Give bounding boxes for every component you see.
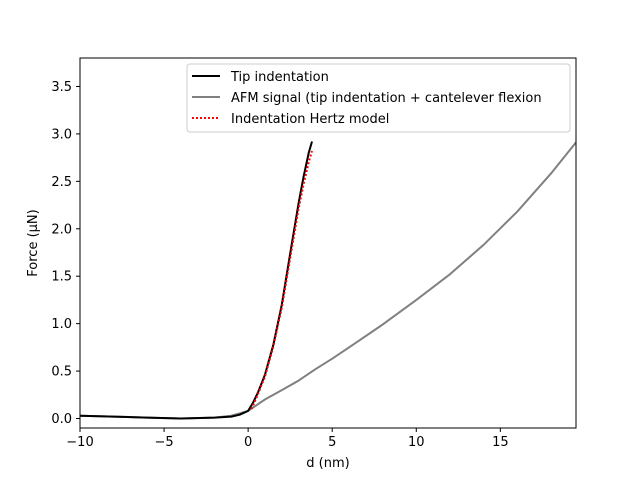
y-tick-label: 2.5 <box>51 175 72 190</box>
series-line-afm-signal <box>79 141 577 420</box>
x-tick-label: −10 <box>66 435 93 450</box>
series-line-tip-indentation <box>79 141 313 420</box>
legend-label-afm-signal: AFM signal (tip indentation + cantelever… <box>231 91 542 106</box>
y-tick-label: 1.5 <box>51 270 72 285</box>
legend-label-tip-indentation: Tip indentation <box>230 70 329 85</box>
x-tick-label: 15 <box>492 435 509 450</box>
plot-lines <box>79 141 577 420</box>
x-axis: −10 −5 0 5 10 15 <box>66 428 509 450</box>
y-tick-label: 1.0 <box>51 317 72 332</box>
x-tick-label: 5 <box>328 435 336 450</box>
series-line-hertz-model <box>250 150 313 410</box>
legend: Tip indentation AFM signal (tip indentat… <box>186 63 571 133</box>
x-tick-label: 0 <box>244 435 252 450</box>
x-tick-label: 10 <box>408 435 425 450</box>
legend-box <box>186 63 571 133</box>
y-tick-label: 0.5 <box>51 365 72 380</box>
x-tick-label: −5 <box>154 435 173 450</box>
legend-label-hertz-model: Indentation Hertz model <box>231 112 389 127</box>
y-tick-label: 3.5 <box>51 80 72 95</box>
y-tick-label: 2.0 <box>51 222 72 237</box>
plot-frame <box>79 57 577 429</box>
y-axis: 0.0 0.5 1.0 1.5 2.0 2.5 3.0 3.5 <box>51 80 80 427</box>
y-tick-label: 0.0 <box>51 412 72 427</box>
y-tick-label: 3.0 <box>51 127 72 142</box>
x-axis-label: d (nm) <box>306 456 349 471</box>
y-axis-label: Force (µN) <box>26 209 41 276</box>
